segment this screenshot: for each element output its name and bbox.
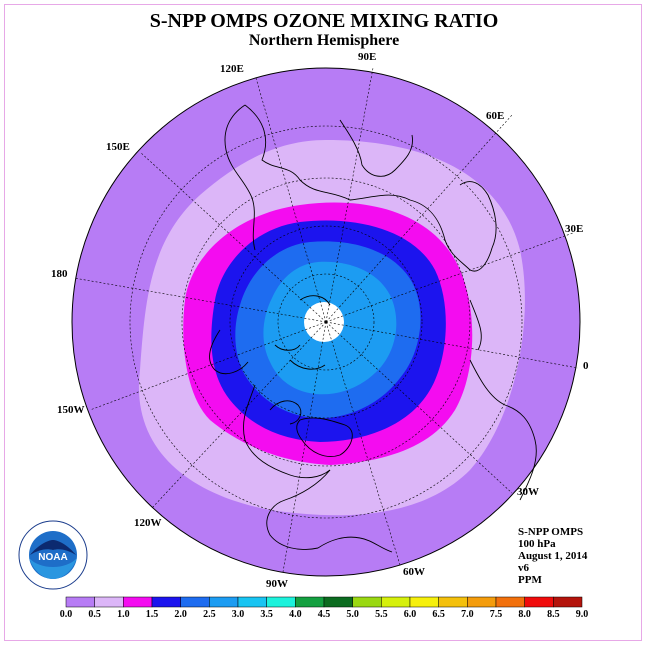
colorbar-tick-label: 6.5 <box>432 609 445 620</box>
colorbar-swatch <box>180 596 210 608</box>
colorbar-swatch <box>123 596 153 608</box>
colorbar-swatch <box>323 596 353 608</box>
colorbar-tick-label: 2.5 <box>203 609 216 620</box>
lon-label-30e: 30E <box>565 223 584 235</box>
colorbar-swatch <box>553 596 583 608</box>
colorbar-swatch <box>524 596 554 608</box>
colorbar-swatch <box>352 596 382 608</box>
info-version: v6 <box>518 562 529 574</box>
colorbar-swatch <box>495 596 525 608</box>
info-level: 100 hPa <box>518 538 556 550</box>
colorbar-tick-label: 9.0 <box>575 609 589 620</box>
colorbar-tick-label: 0.5 <box>88 609 101 620</box>
colorbar-swatch <box>409 596 439 608</box>
colorbar-tick-label: 3.0 <box>231 609 245 620</box>
colorbar-tick-label: 8.5 <box>547 609 560 620</box>
colorbar-tick-label: 0.0 <box>59 609 73 620</box>
colorbar-tick-label: 4.0 <box>289 609 302 620</box>
lon-label-30w: 30W <box>517 486 539 498</box>
info-units: PPM <box>518 574 542 586</box>
map-frame <box>4 4 642 641</box>
latitude-circles <box>129 125 523 519</box>
lon-label-150w: 150W <box>57 404 85 416</box>
info-instrument: S-NPP OMPS <box>518 526 584 538</box>
colorbar-swatch <box>94 596 124 608</box>
lon-label-60e: 60E <box>486 110 505 122</box>
map-subtitle: Northern Hemisphere <box>248 32 400 49</box>
lon-label-120w: 120W <box>134 517 162 529</box>
colorbar-swatch <box>381 596 411 608</box>
colorbar-swatch <box>151 596 181 608</box>
colorbar-tick-label: 5.5 <box>375 609 388 620</box>
colorbar-swatch <box>209 596 239 608</box>
info-block: S-NPP OMPS 100 hPa August 1, 2014 v6 PPM <box>518 526 587 586</box>
colorbar-tick-label: 5.0 <box>346 609 359 620</box>
lon-label-120e: 120E <box>220 63 244 75</box>
colorbar-swatch <box>438 596 468 608</box>
colorbar-tick-label: 8.0 <box>518 609 531 620</box>
colorbar-tick-label: 3.5 <box>260 609 273 620</box>
lon-label-60w: 60W <box>403 566 425 578</box>
colorbar-tick-label: 2.0 <box>174 609 187 620</box>
info-date: August 1, 2014 <box>518 550 588 562</box>
noaa-logo: NOAA <box>18 520 88 590</box>
meridians <box>73 67 579 573</box>
lon-label-90w: 90W <box>266 578 288 590</box>
colorbar-tick-label: 4.5 <box>317 609 331 620</box>
colorbar-tick-label: 1.0 <box>117 609 130 620</box>
map-boundary <box>71 67 581 577</box>
polar-no-data <box>304 302 344 342</box>
colorbar-swatch <box>237 596 267 608</box>
colorbar-swatch <box>266 596 296 608</box>
colorbar-swatch <box>295 596 325 608</box>
lon-label-0: 0 <box>583 360 589 372</box>
colorbar <box>65 596 583 608</box>
colorbar-swatch <box>467 596 497 608</box>
colorbar-tick-label: 7.5 <box>489 609 503 620</box>
coastlines <box>209 104 537 553</box>
lon-label-180: 180 <box>51 268 68 280</box>
colorbar-swatch <box>65 596 95 608</box>
lon-label-150e: 150E <box>106 141 130 153</box>
colorbar-tick-label: 7.0 <box>461 609 474 620</box>
map-title: S-NPP OMPS OZONE MIXING RATIO <box>149 10 499 32</box>
noaa-logo-text: NOAA <box>38 552 67 563</box>
lon-label-90e: 90E <box>358 51 377 63</box>
colorbar-tick-label: 1.5 <box>145 609 159 620</box>
colorbar-tick-label: 6.0 <box>403 609 417 620</box>
